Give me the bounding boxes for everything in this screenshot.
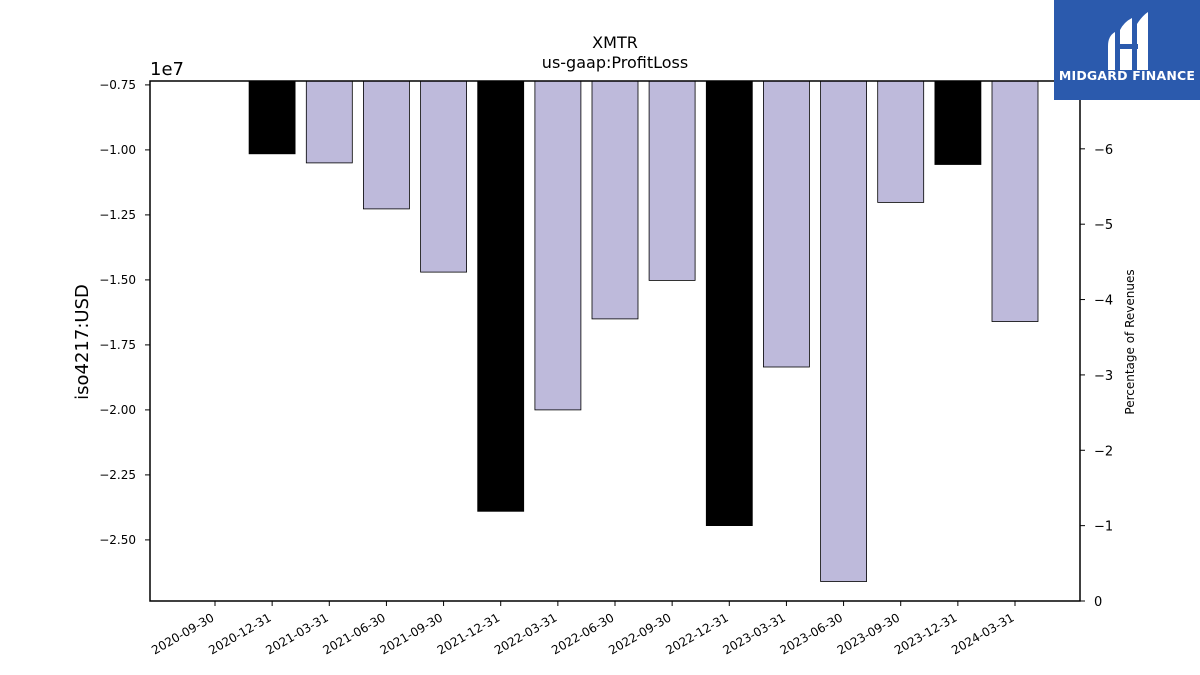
bar-2023-12-31 — [934, 80, 982, 165]
y2-tick-label: −1 — [1094, 520, 1113, 535]
y-axis-label: iso4217:USD — [72, 284, 93, 400]
bar-2021-06-30 — [362, 80, 410, 210]
y-tick-label: −2.00 — [99, 403, 136, 417]
y-axis-offset-text: 1e7 — [150, 59, 184, 80]
x-tick-label: 2020-09-30 — [149, 610, 216, 657]
bar-2022-09-30 — [648, 80, 696, 281]
x-tick-label: 2023-06-30 — [778, 610, 845, 657]
bar-2023-09-30 — [877, 80, 925, 203]
x-axis-ticks: 2020-09-302020-12-312021-03-312021-06-30… — [149, 601, 1017, 657]
y2-tick-label: 0 — [1094, 595, 1102, 610]
logo-mark-icon — [1108, 12, 1148, 70]
bar-2022-06-30 — [591, 80, 639, 320]
y-tick-label: −2.25 — [99, 468, 136, 482]
y2-tick-label: −3 — [1094, 369, 1113, 384]
logo-text: MIDGARD FINANCE — [1058, 68, 1196, 83]
midgard-finance-logo: MIDGARD FINANCE — [1054, 0, 1200, 100]
x-tick-label: 2021-09-30 — [378, 610, 445, 657]
y2-tick-label: −4 — [1094, 294, 1113, 309]
x-tick-label: 2024-03-31 — [949, 610, 1016, 657]
bars — [248, 80, 1039, 582]
x-tick-label: 2023-12-31 — [892, 610, 959, 657]
y-tick-label: −2.50 — [99, 533, 136, 547]
x-tick-label: 2020-12-31 — [206, 610, 273, 657]
x-tick-label: 2023-03-31 — [721, 610, 788, 657]
bar-2021-09-30 — [420, 80, 468, 273]
x-tick-label: 2022-06-30 — [549, 610, 616, 657]
plot-frame — [149, 80, 1081, 602]
bar-2020-12-31 — [248, 80, 296, 155]
y2-tick-label: −6 — [1094, 143, 1113, 158]
bar-2022-03-31 — [534, 80, 582, 411]
x-tick-label: 2021-03-31 — [263, 610, 330, 657]
y-tick-label: −1.75 — [99, 338, 136, 352]
x-tick-label: 2022-12-31 — [663, 610, 730, 657]
x-tick-label: 2021-12-31 — [435, 610, 502, 657]
x-tick-label: 2023-09-30 — [835, 610, 902, 657]
chart-title: XMTR — [592, 33, 638, 52]
bar-2022-12-31 — [705, 80, 753, 527]
x-tick-label: 2022-03-31 — [492, 610, 559, 657]
secondary-y-axis-ticks: 0 −1 −2 −3 −4 −5 −6 — [1080, 143, 1113, 610]
x-tick-label: 2021-06-30 — [321, 610, 388, 657]
y2-tick-label: −2 — [1094, 444, 1113, 459]
y2-tick-label: −5 — [1094, 218, 1113, 233]
bar-2023-06-30 — [820, 80, 867, 582]
y-tick-label: −0.75 — [99, 78, 136, 92]
secondary-y-axis-label: Percentage of Revenues — [1123, 269, 1137, 414]
bar-2021-03-31 — [305, 80, 353, 164]
chart-subtitle: us-gaap:ProfitLoss — [542, 53, 688, 72]
x-tick-label: 2022-09-30 — [606, 610, 673, 657]
y-tick-label: −1.25 — [99, 208, 136, 222]
y-tick-label: −1.00 — [99, 143, 136, 157]
bar-2021-12-31 — [477, 80, 525, 512]
y-axis-ticks: −0.75 −1.00 −1.25 −1.50 −1.75 −2.00 −2.25 −2.50 — [99, 78, 150, 547]
bar-2023-03-31 — [763, 80, 810, 368]
bar-2024-03-31 — [991, 80, 1039, 322]
y-tick-label: −1.50 — [99, 273, 136, 287]
